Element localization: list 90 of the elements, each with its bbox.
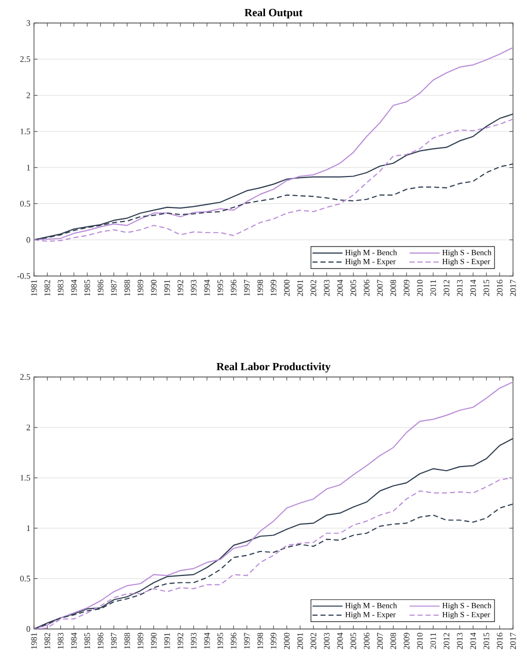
y-tick-label: 1.5 [20, 474, 30, 481]
x-tick-label: 2013 [456, 632, 463, 650]
x-tick-label: 2013 [456, 280, 463, 296]
x-tick-label: 2008 [390, 280, 396, 296]
x-tick-label: 2014 [470, 632, 476, 650]
x-tick-label: 2000 [284, 632, 290, 650]
x-tick-label: 1993 [190, 632, 197, 649]
x-tick-label: 1983 [58, 632, 64, 649]
y-tick-label: 1 [26, 164, 30, 170]
x-tick-label: 2011 [430, 633, 436, 649]
x-tick-label: 1986 [98, 280, 104, 296]
x-tick-label: 1987 [110, 280, 117, 296]
y-tick-label: 2 [26, 92, 30, 98]
x-tick-label: 2012 [444, 280, 450, 296]
x-tick-label: 1988 [124, 280, 130, 296]
x-tick-label: 2002 [310, 632, 316, 650]
x-tick-label: 2016 [496, 280, 503, 296]
x-tick-label: 1989 [138, 632, 144, 649]
chart-title: Real Labor Productivity [216, 362, 331, 372]
x-tick-label: 1997 [244, 280, 250, 296]
x-tick-label: 1996 [230, 280, 236, 296]
x-tick-label: 1982 [44, 280, 50, 296]
x-tick-label: 2000 [284, 280, 290, 296]
x-tick-label: 1984 [71, 280, 77, 296]
y-tick-label: 2 [26, 424, 30, 430]
x-tick-label: 2010 [417, 280, 423, 296]
x-tick-label: 1984 [71, 632, 77, 649]
y-tick-label: 2.5 [20, 56, 30, 62]
x-tick-label: 1992 [178, 280, 184, 296]
x-tick-label: 1990 [150, 280, 157, 296]
x-tick-label: 1997 [244, 632, 250, 649]
x-tick-label: 1998 [257, 280, 264, 296]
x-tick-label: 1982 [44, 632, 50, 649]
x-tick-label: 2004 [337, 632, 343, 650]
x-tick-label: 1989 [138, 280, 144, 296]
x-tick-label: 1991 [164, 633, 170, 649]
x-tick-label: 1985 [84, 632, 90, 649]
y-tick-label: 1 [26, 525, 30, 531]
y-tick-label: 0.5 [20, 576, 30, 582]
x-tick-label: 1995 [217, 280, 224, 296]
x-tick-label: 1981 [31, 633, 37, 649]
x-tick-label: 1994 [204, 280, 210, 296]
x-tick-label: 2011 [430, 280, 436, 296]
x-tick-label: 1993 [190, 280, 197, 296]
x-tick-label: 2010 [417, 632, 423, 650]
x-tick-label: 1988 [124, 632, 130, 649]
y-tick-label: 0 [26, 237, 30, 243]
y-tick-label: 2.5 [20, 374, 30, 380]
x-tick-label: 2007 [377, 632, 383, 650]
x-tick-label: 2007 [377, 280, 383, 296]
x-tick-label: 1995 [217, 632, 224, 649]
x-tick-label: 1986 [98, 632, 104, 649]
x-tick-label: 2006 [364, 632, 370, 650]
x-tick-label: 1991 [164, 280, 170, 296]
x-tick-label: 2015 [484, 632, 490, 650]
x-tick-label: 2014 [470, 280, 476, 296]
y-tick-label: 3 [26, 20, 30, 26]
x-tick-label: 2017 [510, 632, 516, 650]
x-tick-label: 1998 [257, 632, 264, 649]
x-tick-label: 2012 [444, 632, 450, 650]
x-tick-label: 2006 [364, 280, 370, 296]
x-tick-label: 2017 [510, 280, 516, 296]
x-tick-label: 2015 [484, 280, 490, 296]
x-tick-label: 2005 [350, 632, 356, 650]
x-tick-label: 1990 [150, 632, 157, 649]
x-tick-label: 1987 [110, 632, 117, 649]
y-tick-label: -0.5 [17, 273, 30, 279]
x-tick-label: 1985 [84, 280, 90, 296]
x-tick-label: 2016 [496, 632, 503, 650]
x-tick-label: 2001 [297, 633, 303, 650]
x-tick-label: 2008 [390, 632, 396, 650]
x-tick-label: 1981 [31, 280, 37, 296]
x-tick-label: 1994 [204, 632, 210, 649]
y-tick-label: 0 [26, 626, 30, 632]
y-tick-label: 0.5 [20, 200, 30, 207]
x-tick-label: 1983 [58, 280, 64, 296]
x-tick-label: 2003 [324, 632, 330, 650]
x-tick-label: 2001 [297, 280, 303, 296]
x-tick-label: 2009 [404, 280, 410, 296]
x-tick-label: 2003 [324, 280, 330, 296]
x-tick-label: 1999 [270, 632, 276, 649]
y-tick-label: 1.5 [20, 128, 30, 134]
chart-title: Real Output [244, 8, 303, 18]
x-tick-label: 2002 [310, 280, 316, 296]
x-tick-label: 1992 [178, 632, 184, 649]
x-tick-label: 1999 [270, 280, 276, 296]
x-tick-label: 1996 [230, 632, 236, 649]
x-tick-label: 2004 [337, 280, 343, 296]
x-tick-label: 2009 [404, 632, 410, 650]
x-tick-label: 2005 [350, 280, 356, 296]
